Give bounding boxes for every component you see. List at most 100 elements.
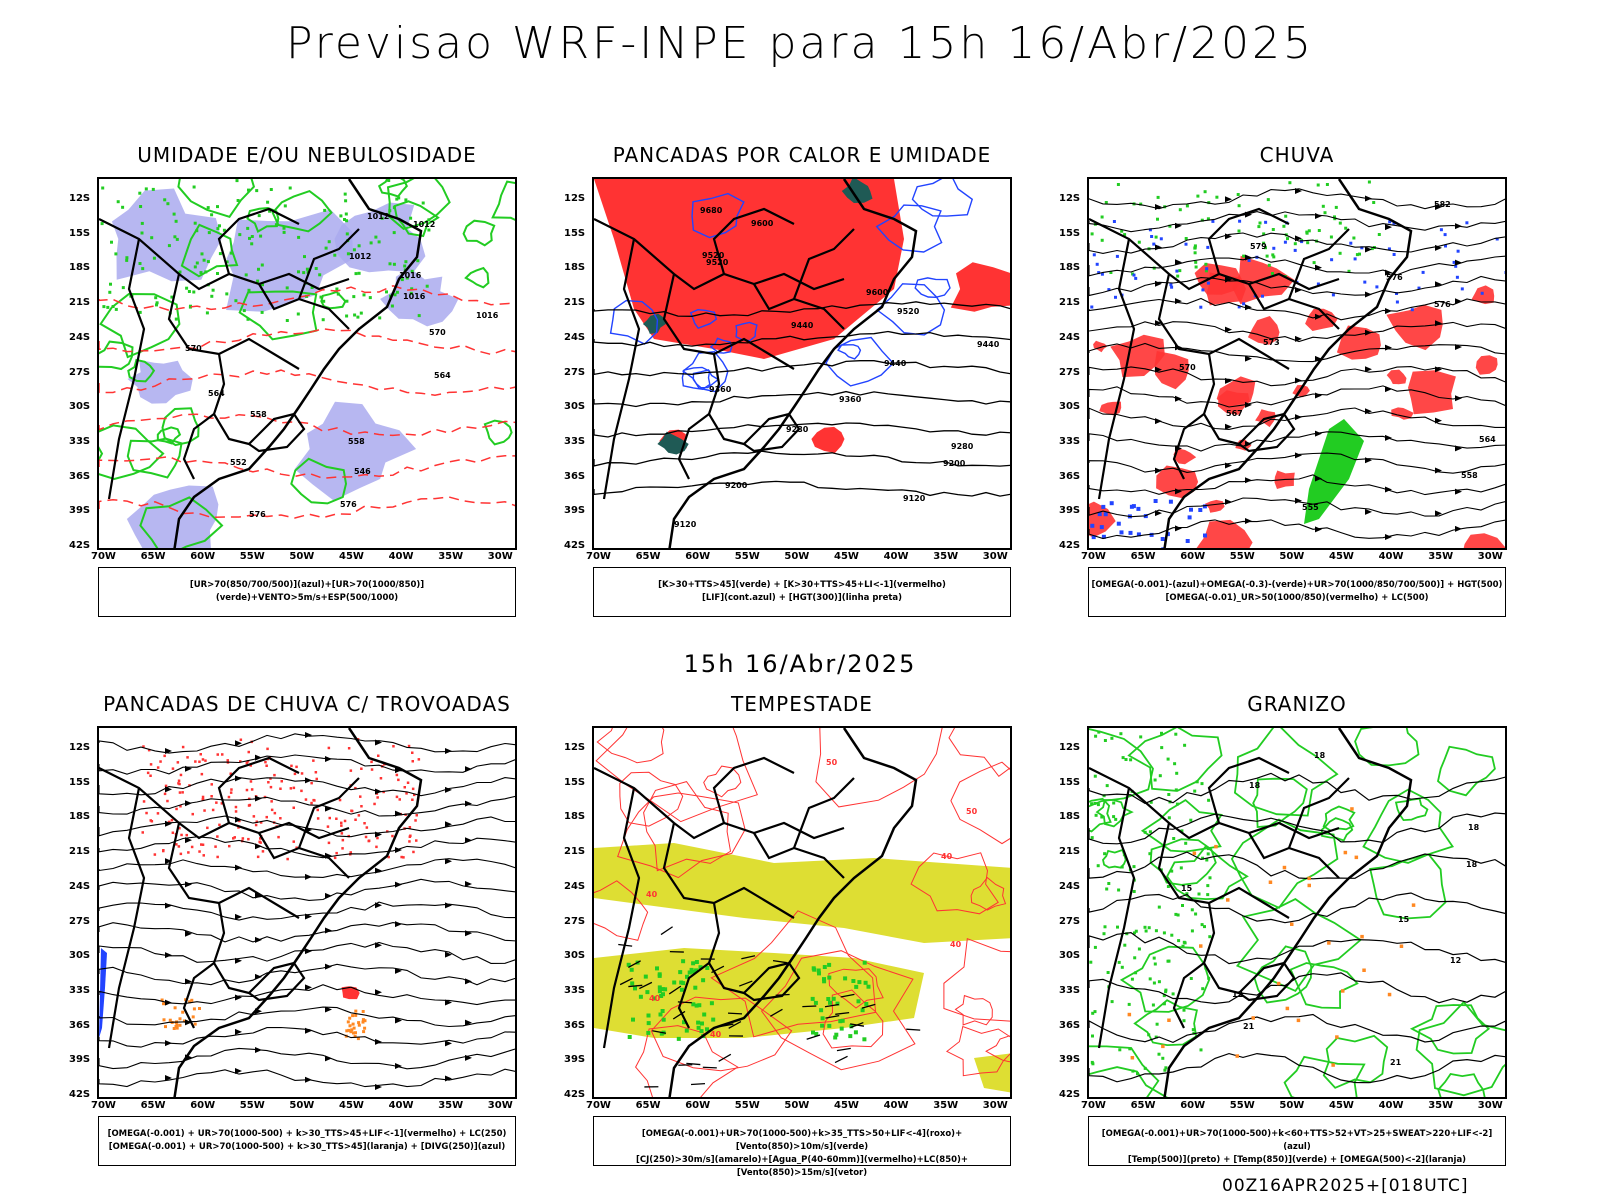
wind-vector: [619, 977, 633, 986]
lon-tick-label: 55W: [1229, 1100, 1255, 1111]
wind-vector: [850, 1021, 864, 1029]
contour-label: 564: [434, 371, 451, 380]
lon-tick-label: 60W: [190, 551, 216, 562]
jet-area: [594, 843, 1010, 943]
lat-tick-label: 12S: [69, 742, 91, 753]
lif-contour: [914, 277, 951, 299]
contour-label: 567: [1226, 409, 1243, 418]
contour-label: 9520: [702, 251, 725, 260]
lon-tick-label: 30W: [1477, 551, 1503, 562]
water-contour: [619, 771, 684, 827]
temp850-contour: [1409, 1004, 1491, 1055]
contour-label: 9200: [725, 481, 748, 490]
streamline: [1089, 452, 1505, 474]
water-contour: [954, 994, 993, 1026]
lon-tick-label: 70W: [586, 1100, 611, 1111]
temp500-contour: [1089, 931, 1505, 965]
temp850-contour: [1322, 805, 1356, 832]
lat-tick-label: 30S: [69, 401, 91, 413]
lat-tick-label: 36S: [564, 470, 586, 482]
streamline: [1089, 320, 1505, 343]
rain-area: [1408, 370, 1456, 415]
lat-tick-label: 42S: [564, 1089, 586, 1100]
contour-label: 9360: [839, 395, 862, 404]
legend-line: [OMEGA(-0.001) + UR>70(1000-500) + k>30_…: [107, 1129, 507, 1139]
green-contour: [99, 424, 165, 481]
lat-tick-label: 12S: [564, 193, 586, 204]
lif-contour: [689, 308, 718, 329]
wind-vector: [840, 993, 855, 998]
lon-tick-label: 40W: [883, 551, 909, 562]
legend-line: [Temp(500)](preto) + [Temp(850)](verde) …: [1127, 1155, 1467, 1165]
lon-tick-label: 45W: [339, 551, 364, 562]
humidity-area: [127, 359, 193, 404]
run-timestamp: 00Z16APR2025+[018UTC]: [1222, 1176, 1469, 1196]
map-tempestade: 50 50 40 40 40 40 40: [592, 726, 1012, 1099]
lat-tick-label: 18S: [1059, 262, 1081, 274]
wind-vector: [652, 1030, 667, 1034]
streamline: [99, 984, 515, 1006]
lon-tick-label: 55W: [734, 1100, 760, 1111]
contour-label: 1016: [403, 292, 426, 301]
lat-tick-label: 42S: [69, 1089, 91, 1100]
lat-tick-label: 18S: [69, 811, 91, 823]
main-title: Previsao WRF-INPE para 15h 16/Abr/2025: [285, 18, 1314, 69]
lon-tick-label: 40W: [388, 1100, 414, 1111]
streamline: [1089, 385, 1505, 408]
contour-label: 50: [966, 807, 978, 816]
lat-tick-label: 24S: [69, 880, 91, 892]
temp850-contour: [1089, 728, 1154, 808]
green-contour: [180, 223, 239, 278]
streamline: [99, 836, 515, 859]
water-contour: [596, 728, 665, 764]
streamline: [99, 878, 515, 901]
lon-tick-label: 35W: [933, 1100, 959, 1111]
green-contour: [99, 292, 181, 359]
temp850-contour: [1354, 728, 1420, 767]
contour-label: 558: [250, 410, 267, 419]
contour-label: 40: [710, 1030, 722, 1039]
lat-tick-label: 27S: [564, 915, 586, 927]
streamline: [1089, 254, 1505, 277]
lat-tick-label: 42S: [1059, 1089, 1081, 1100]
wind-vector: [770, 1008, 783, 1017]
lat-tick-label: 36S: [1059, 470, 1081, 482]
green-contour: [161, 407, 200, 447]
lon-tick-label: 65W: [635, 551, 661, 562]
contour-label: 582: [1434, 200, 1451, 209]
lat-tick-label: 39S: [1059, 505, 1081, 517]
contour-label: 50: [826, 758, 838, 767]
streamline: [1089, 407, 1505, 430]
lat-tick-label: 15S: [1059, 776, 1081, 788]
water-contour: [815, 728, 943, 808]
lon-tick-label: 70W: [1081, 551, 1106, 562]
streamline: [99, 941, 515, 964]
streamline: [1089, 430, 1505, 452]
rain-area: [1217, 390, 1250, 415]
lat-tick-label: 18S: [564, 811, 586, 823]
panel-title: CHUVA: [1259, 143, 1335, 167]
lon-tick-label: 55W: [239, 1100, 265, 1111]
streamline: [1089, 366, 1505, 387]
wind-vector: [728, 1020, 742, 1029]
streamline: [1089, 211, 1505, 233]
lat-tick-label: 21S: [564, 297, 586, 309]
panel-title: GRANIZO: [1247, 692, 1347, 716]
legend-line: [OMEGA(-0.001)-(azul)+OMEGA(-0.3)-(verde…: [1091, 580, 1503, 590]
lon-tick-label: 40W: [1378, 551, 1404, 562]
lat-tick-label: 21S: [1059, 297, 1081, 309]
wind-vector: [718, 1053, 732, 1062]
lon-tick-label: 60W: [1180, 1100, 1206, 1111]
rain-area: [1247, 316, 1280, 345]
temp850-contour: [1320, 817, 1354, 842]
lif-contour: [609, 299, 659, 345]
lon-tick-label: 35W: [933, 551, 959, 562]
lat-tick-label: 27S: [69, 915, 91, 927]
contour-label: 579: [1250, 242, 1267, 251]
temp500-contour: [1089, 851, 1505, 880]
streamline: [1089, 474, 1505, 496]
lon-tick-label: 30W: [487, 1100, 513, 1111]
wind-vector: [906, 1028, 921, 1031]
contour-label: 576: [1434, 300, 1451, 309]
lon-tick-label: 45W: [1329, 1100, 1354, 1111]
